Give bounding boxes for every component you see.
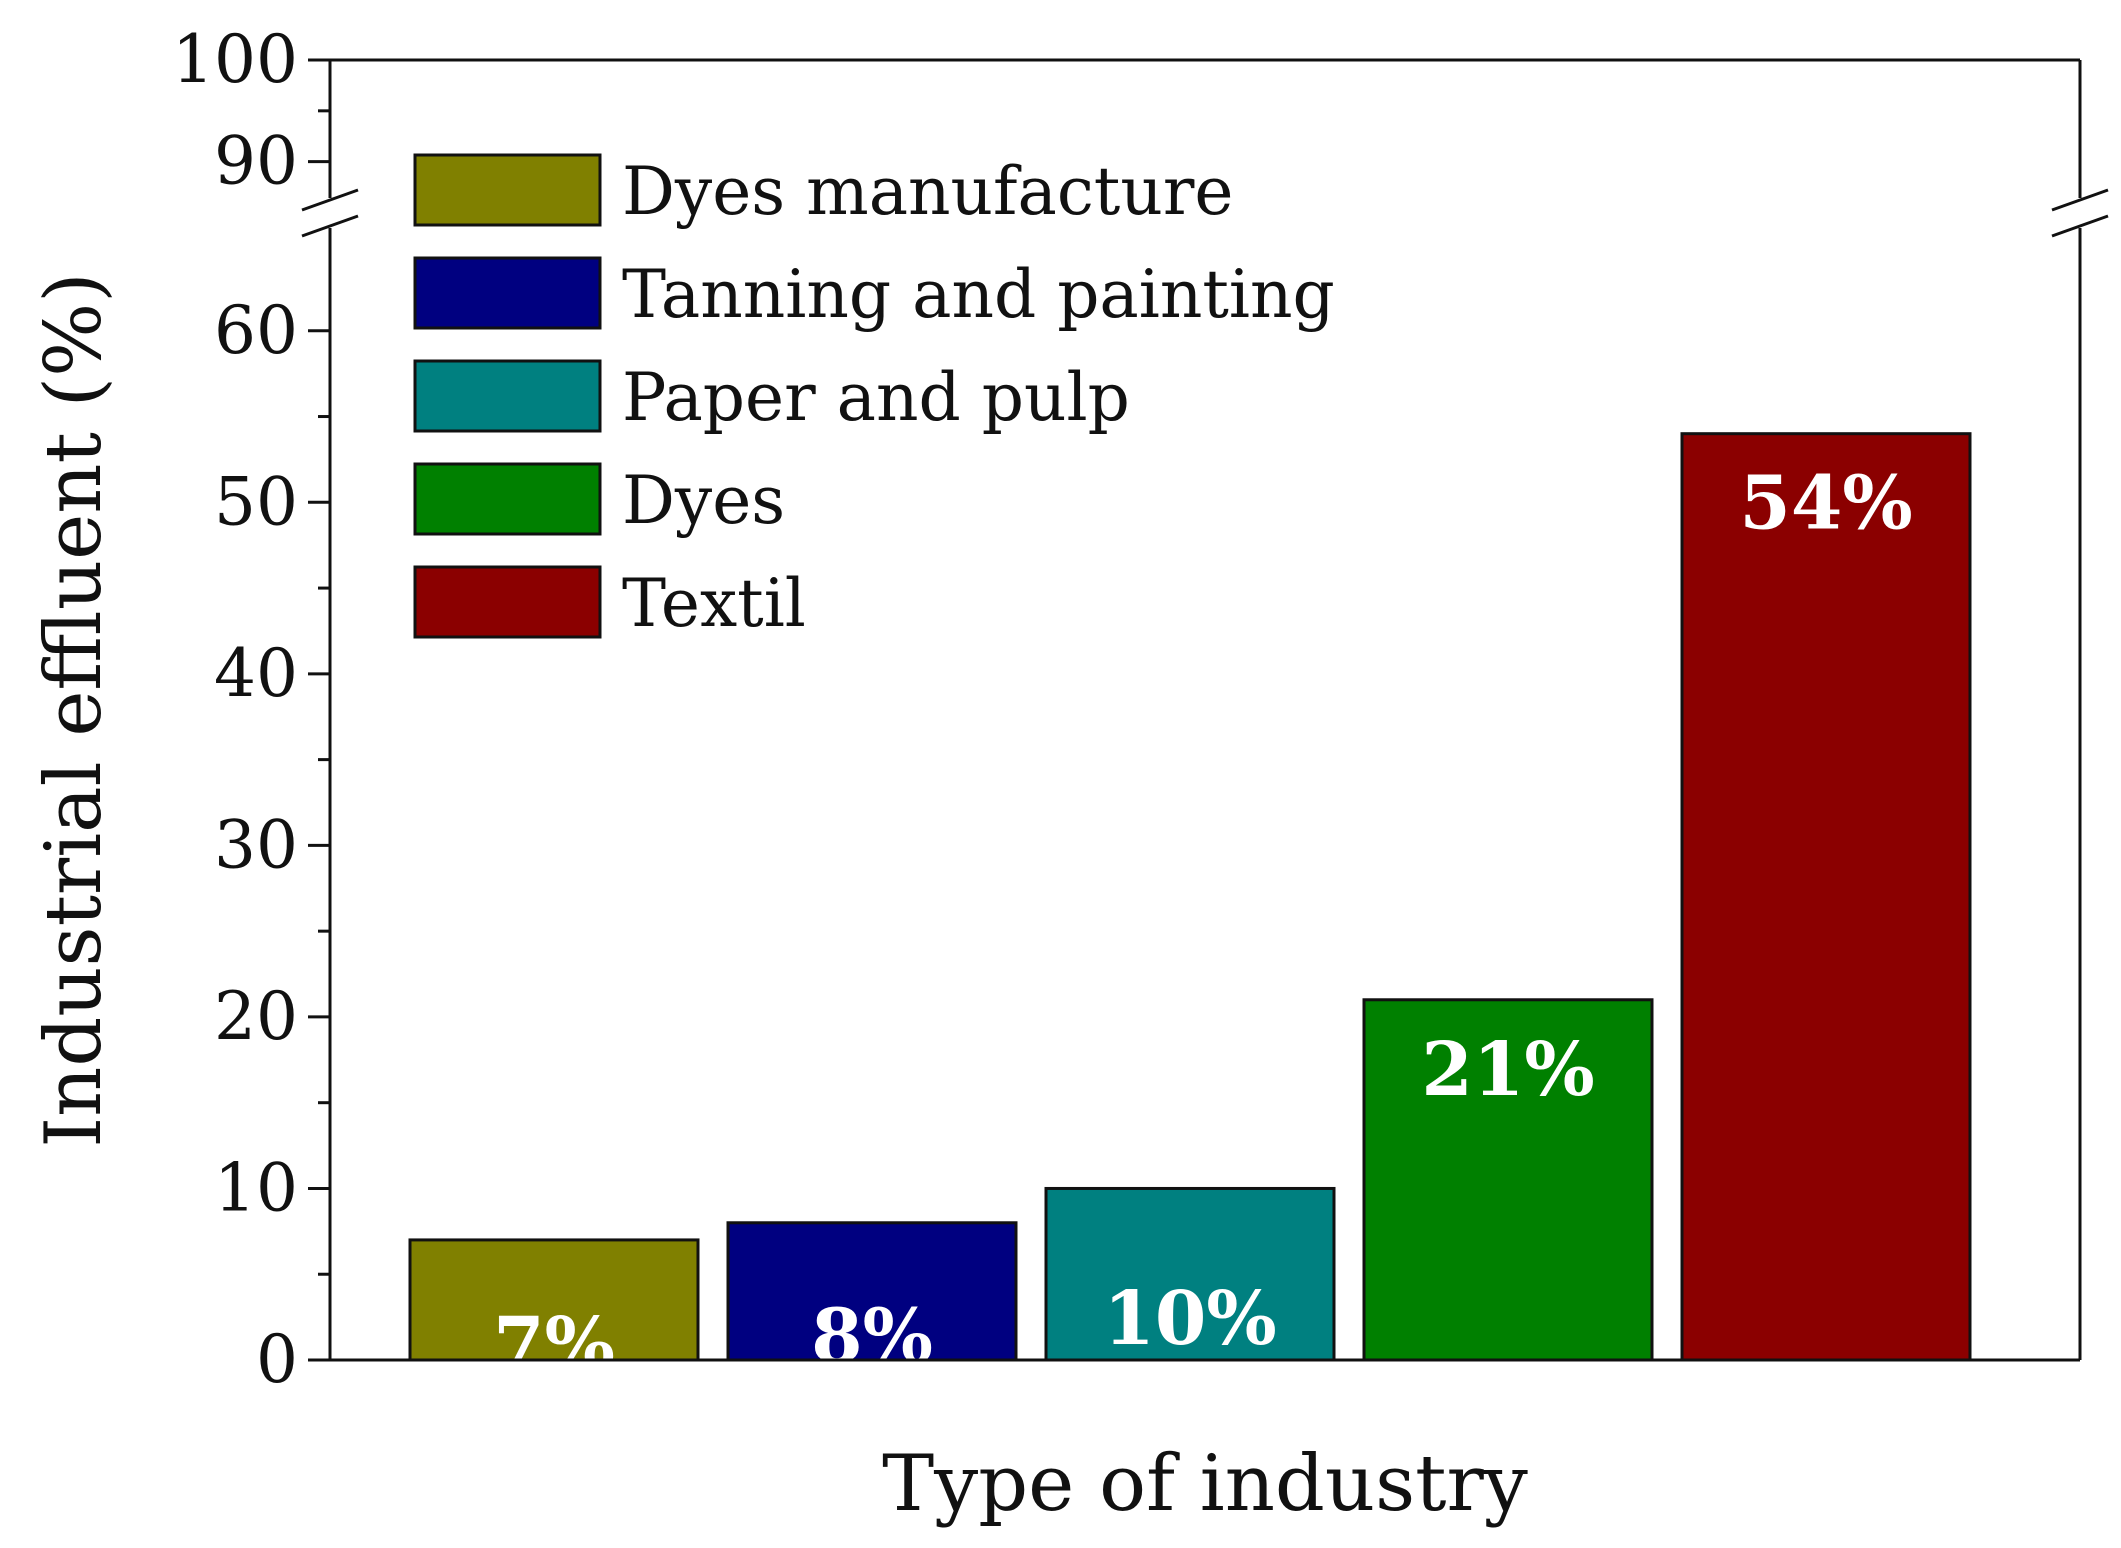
y-axis-title: Industrial effluent (%) <box>29 272 119 1147</box>
data-labels-layer: 7% 8% 10% 21% 54% <box>493 461 1913 1388</box>
data-label-3: 10% <box>1103 1276 1276 1362</box>
bar-2 <box>726 1221 1018 1362</box>
data-label-2: 8% <box>811 1293 933 1379</box>
y-tick-label-10: 10 <box>214 1149 298 1226</box>
legend-swatch-2 <box>413 256 602 330</box>
legend-swatch-3 <box>413 359 602 433</box>
legend: Dyes manufacture Tanning and painting Pape… <box>413 153 1335 642</box>
bar-5 <box>1680 432 1972 1362</box>
y-tick-label-90: 90 <box>214 123 298 200</box>
axis-break-mark <box>301 214 359 238</box>
y-tick-label-20: 20 <box>214 978 298 1055</box>
y-tick-label-50: 50 <box>214 463 298 540</box>
legend-label-5: Textil <box>622 565 806 642</box>
x-axis-title: Type of industry <box>882 1439 1528 1529</box>
y-tick-label-0: 0 <box>256 1321 298 1398</box>
y-tick-label-60: 60 <box>214 292 298 369</box>
bar-3 <box>1044 1186 1336 1362</box>
bar-1 <box>408 1238 700 1362</box>
data-label-4: 21% <box>1421 1027 1594 1113</box>
y-tick-label-30: 30 <box>214 806 298 883</box>
data-label-5: 54% <box>1739 461 1912 547</box>
y-tick-label-40: 40 <box>214 635 298 712</box>
y-tick-label-100: 100 <box>172 21 298 98</box>
axis-break-mark <box>2051 188 2109 212</box>
legend-label-1: Dyes manufacture <box>622 153 1233 230</box>
legend-label-4: Dyes <box>622 462 785 539</box>
legend-swatch-5 <box>413 565 602 639</box>
legend-label-3: Paper and pulp <box>622 359 1130 436</box>
axis-break-mark <box>2051 214 2109 238</box>
bar-4 <box>1362 998 1654 1362</box>
data-label-1: 7% <box>493 1302 615 1388</box>
legend-label-2: Tanning and painting <box>622 256 1335 333</box>
ticks-layer: 0 10 20 30 40 50 60 90 100 <box>172 21 330 1398</box>
axis-break-mark <box>301 188 359 212</box>
legend-swatch-4 <box>413 462 602 536</box>
bars-layer <box>408 432 1972 1362</box>
legend-swatch-1 <box>413 153 602 227</box>
